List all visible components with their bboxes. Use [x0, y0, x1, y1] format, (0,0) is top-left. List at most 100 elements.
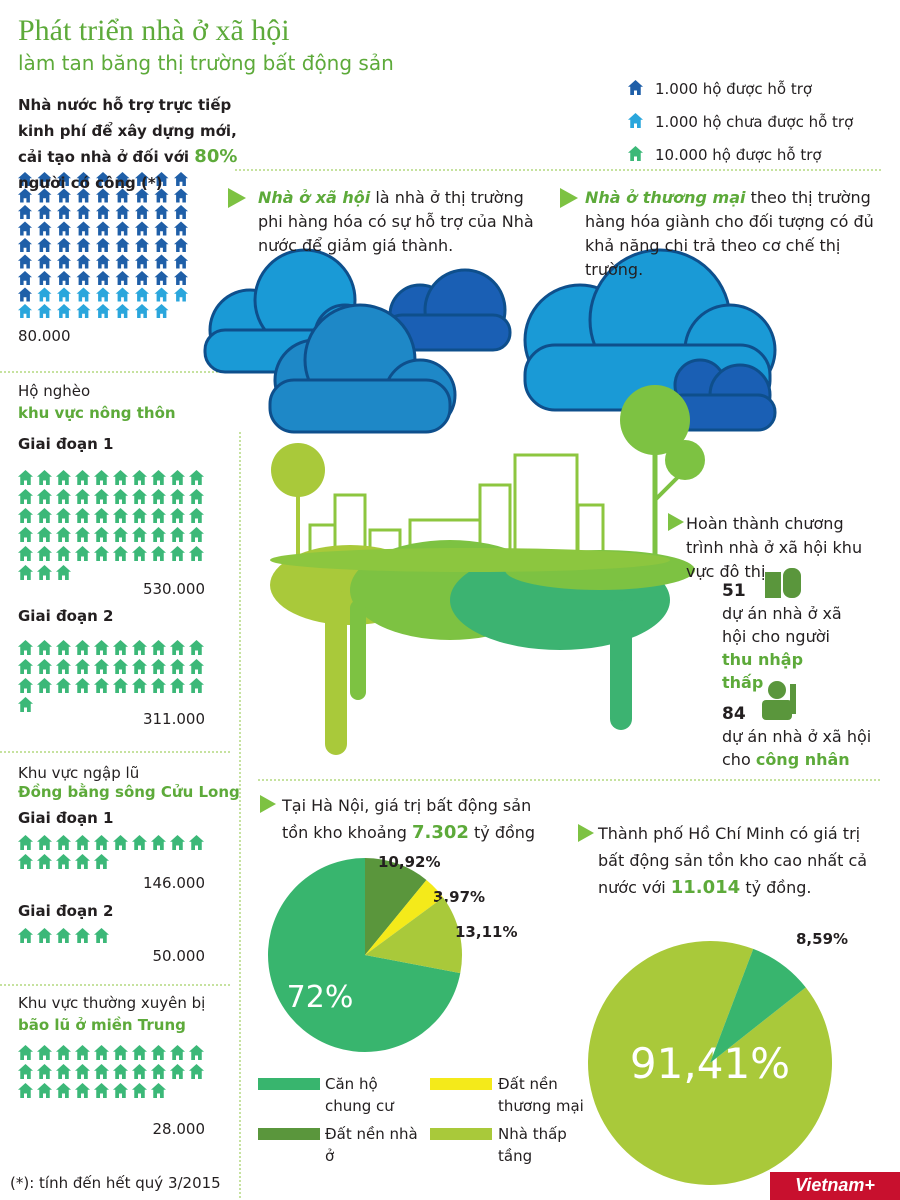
stat-highlight: thu nhập thấp: [722, 650, 804, 692]
legend-label: 1.000 hộ chưa được hỗ trợ: [655, 113, 854, 131]
house-icon: [113, 508, 128, 523]
house-icon: [113, 470, 128, 485]
house-icon: [94, 489, 109, 504]
pie-label: 72%: [287, 980, 354, 1015]
stat-text: dự án nhà ở xã hội cho người thu nhập th…: [722, 602, 842, 694]
pie-slice: [710, 948, 806, 1063]
house-icon: [154, 238, 169, 252]
pie-label: 3,97%: [433, 888, 485, 906]
house-icon: [113, 527, 128, 542]
group-title: Hộ nghèo: [18, 382, 91, 400]
note-term: Nhà ở thương mại: [585, 188, 746, 207]
house-icon: [37, 546, 52, 561]
house-icon: [151, 678, 166, 693]
pie-legend-label: Căn hộ chung cư: [325, 1075, 394, 1115]
house-icon: [135, 287, 149, 302]
house-icon: [113, 1064, 128, 1079]
pie-label: 10,92%: [378, 853, 440, 871]
note-text: tỷ đồng.: [745, 878, 812, 897]
house-icon: [37, 565, 52, 580]
house-icon: [151, 1083, 166, 1098]
pie-legend-swatch: [430, 1078, 492, 1090]
house-icon: [18, 287, 32, 302]
phase-name: Giai đoạn 1: [18, 809, 114, 827]
note-text: là nhà ở thị trường phi hàng hóa có sự h…: [258, 188, 534, 255]
house-icon: [170, 470, 185, 485]
house-icon: [189, 1045, 204, 1060]
house-icon: [113, 1045, 128, 1060]
house-icon: [56, 835, 71, 850]
note-amount: 11.014: [670, 877, 741, 898]
house-icon: [18, 565, 33, 580]
house-icon: [37, 489, 52, 504]
phase-name: Giai đoạn 2: [18, 902, 114, 920]
phase-total: 50.000: [152, 947, 206, 965]
house-icon: [170, 678, 185, 693]
house-icon: [56, 508, 71, 523]
house-icon: [18, 640, 33, 655]
house-icon: [37, 640, 52, 655]
pie-legend-label: Nhà thấp tầng: [498, 1125, 567, 1165]
house-icon: [56, 1045, 71, 1060]
house-icon: [154, 188, 169, 203]
house-icon: [37, 172, 52, 186]
house-icon: [189, 640, 204, 655]
house-icon: [115, 238, 130, 252]
house-icon: [37, 678, 52, 693]
house-icon: [135, 172, 149, 186]
house-icon: [189, 489, 204, 504]
house-icon: [37, 238, 52, 252]
note-text: tỷ đồng: [474, 823, 536, 842]
house-icon: [154, 221, 169, 236]
house-icon: [96, 221, 110, 236]
house-icon: [56, 1083, 71, 1098]
house-icon: [18, 659, 33, 674]
phase-total: 28.000: [152, 1120, 206, 1138]
house-icon: [37, 254, 52, 269]
house-icon: [135, 238, 149, 252]
house-icon: [189, 527, 204, 542]
house-icon: [18, 1064, 33, 1079]
house-icon: [57, 254, 71, 269]
house-icon: [76, 304, 91, 318]
intro-end: người có công (*): [18, 174, 163, 192]
group-title: Khu vực ngập lũ: [18, 764, 140, 782]
house-icon: [132, 546, 147, 561]
pie-legend-label: Đất nền thương mại: [498, 1075, 584, 1115]
house-icon: [115, 287, 130, 302]
hanoi-note: Tại Hà Nội, giá trị bất động sản tồn kho…: [282, 792, 552, 846]
phase-name: Giai đoạn 1: [18, 435, 114, 453]
group-subtitle: khu vực nông thôn: [18, 404, 176, 422]
house-icon: [75, 470, 90, 485]
house-icon: [76, 221, 91, 236]
note: Nhà ở xã hội là nhà ở thị trường phi hàn…: [258, 186, 548, 258]
house-icon: [189, 470, 204, 485]
house-icon: [94, 678, 109, 693]
house-icon: [174, 254, 188, 269]
logo: Vietnam+: [795, 1175, 875, 1195]
house-icon: [115, 188, 130, 203]
house-icon: [56, 470, 71, 485]
house-icon: [132, 527, 147, 542]
house-icon: [151, 527, 166, 542]
worker-icons: [762, 568, 801, 720]
house-icon: [170, 489, 185, 504]
house-icon: [94, 1064, 109, 1079]
house-icon: [151, 470, 166, 485]
house-icon: [75, 659, 90, 674]
house-icon: [18, 928, 33, 943]
house-icon: [37, 205, 52, 219]
arrows: [228, 188, 684, 842]
house-icon: [174, 188, 188, 203]
hcm-note: Thành phố Hồ Chí Minh có giá trị bất độn…: [598, 820, 878, 901]
urban-title: Hoàn thành chương trình nhà ở xã hội khu…: [686, 514, 863, 581]
house-icon: [94, 508, 109, 523]
house-icon: [96, 254, 110, 269]
house-icon: [37, 928, 52, 943]
house-icon: [75, 854, 90, 869]
house-icon: [56, 1064, 71, 1079]
house-icon: [189, 546, 204, 561]
note-text: theo thị trường hàng hóa giành cho đối t…: [585, 188, 874, 279]
